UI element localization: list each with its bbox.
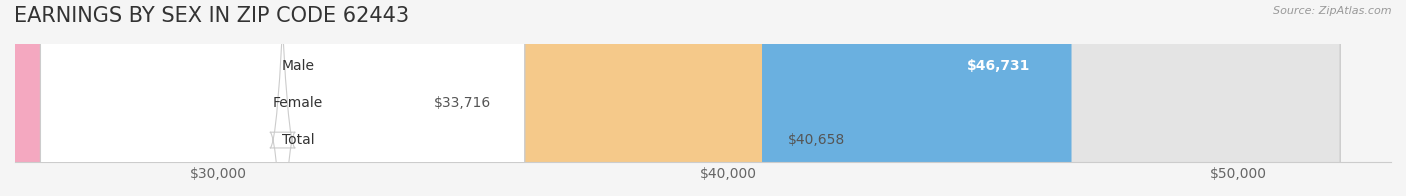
FancyBboxPatch shape: [66, 0, 762, 196]
FancyBboxPatch shape: [66, 0, 1340, 196]
FancyBboxPatch shape: [41, 0, 524, 196]
Text: Female: Female: [273, 96, 323, 110]
Text: $33,716: $33,716: [433, 96, 491, 110]
Text: EARNINGS BY SEX IN ZIP CODE 62443: EARNINGS BY SEX IN ZIP CODE 62443: [14, 6, 409, 26]
FancyBboxPatch shape: [41, 0, 524, 196]
Text: Source: ZipAtlas.com: Source: ZipAtlas.com: [1274, 6, 1392, 16]
Text: Male: Male: [281, 59, 315, 74]
Text: Total: Total: [281, 133, 314, 147]
Text: $40,658: $40,658: [787, 133, 845, 147]
FancyBboxPatch shape: [41, 0, 524, 196]
Text: $46,731: $46,731: [967, 59, 1031, 74]
FancyBboxPatch shape: [66, 0, 1340, 196]
FancyBboxPatch shape: [66, 0, 1340, 196]
FancyBboxPatch shape: [0, 0, 474, 196]
FancyBboxPatch shape: [66, 0, 1071, 196]
